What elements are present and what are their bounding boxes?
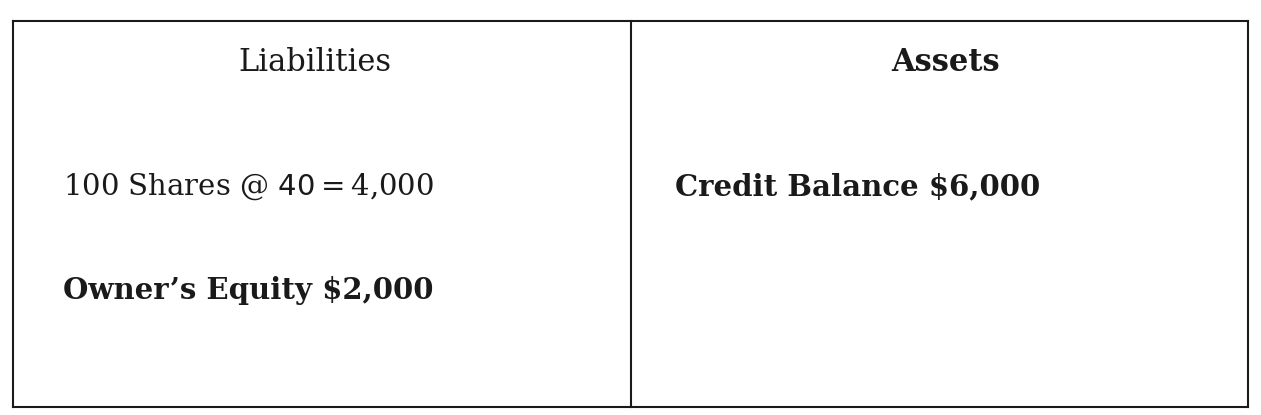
Text: 100 Shares @ $40 = $4,000: 100 Shares @ $40 = $4,000 — [63, 171, 434, 202]
Text: Owner’s Equity $2,000: Owner’s Equity $2,000 — [63, 276, 434, 305]
Text: Liabilities: Liabilities — [238, 47, 392, 78]
Text: Assets: Assets — [892, 47, 1000, 78]
Text: Credit Balance $6,000: Credit Balance $6,000 — [675, 172, 1040, 201]
